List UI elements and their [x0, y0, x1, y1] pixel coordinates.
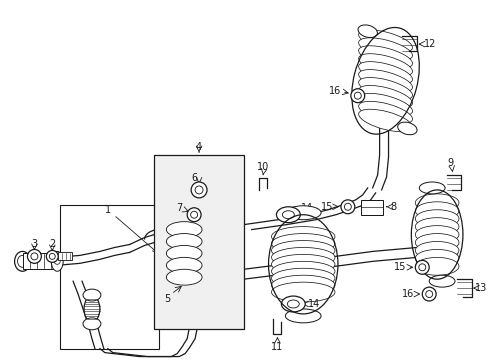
Ellipse shape — [281, 296, 305, 312]
Circle shape — [418, 264, 425, 271]
Ellipse shape — [414, 234, 458, 251]
Bar — [58, 252, 72, 260]
Ellipse shape — [397, 122, 416, 135]
Bar — [22, 253, 57, 269]
Ellipse shape — [358, 93, 412, 116]
Ellipse shape — [414, 226, 458, 243]
Ellipse shape — [271, 240, 334, 260]
Circle shape — [187, 208, 201, 222]
Circle shape — [195, 186, 203, 194]
Ellipse shape — [18, 255, 27, 267]
Ellipse shape — [358, 38, 412, 60]
Ellipse shape — [285, 309, 321, 323]
Bar — [154, 155, 243, 329]
Ellipse shape — [83, 289, 101, 301]
Text: 15: 15 — [393, 262, 406, 272]
Ellipse shape — [358, 101, 412, 124]
Ellipse shape — [166, 222, 202, 238]
Circle shape — [191, 182, 206, 198]
Circle shape — [31, 253, 38, 260]
Ellipse shape — [428, 275, 454, 287]
Ellipse shape — [285, 206, 321, 220]
Ellipse shape — [414, 202, 458, 220]
Text: 16: 16 — [401, 289, 413, 299]
Ellipse shape — [414, 249, 458, 267]
Ellipse shape — [271, 261, 334, 281]
Text: 8: 8 — [390, 202, 396, 212]
Text: 5: 5 — [164, 294, 170, 304]
Ellipse shape — [271, 227, 334, 247]
Ellipse shape — [358, 85, 412, 108]
Text: 16: 16 — [328, 86, 340, 96]
Ellipse shape — [84, 296, 100, 322]
Ellipse shape — [83, 318, 101, 330]
Ellipse shape — [15, 251, 30, 271]
Ellipse shape — [418, 182, 444, 194]
Circle shape — [49, 253, 55, 259]
Ellipse shape — [51, 251, 63, 271]
Ellipse shape — [276, 207, 300, 222]
Circle shape — [422, 287, 435, 301]
Text: 15: 15 — [320, 202, 332, 212]
Circle shape — [46, 251, 58, 262]
Ellipse shape — [414, 194, 458, 212]
Ellipse shape — [358, 62, 412, 84]
Circle shape — [425, 291, 432, 298]
Ellipse shape — [414, 257, 458, 275]
Ellipse shape — [271, 255, 334, 274]
Text: 2: 2 — [49, 239, 55, 249]
Text: 14: 14 — [307, 299, 320, 309]
Text: 1: 1 — [104, 205, 156, 252]
Text: 6: 6 — [191, 173, 197, 183]
Ellipse shape — [271, 268, 334, 288]
Ellipse shape — [166, 234, 202, 249]
Ellipse shape — [358, 46, 412, 68]
Ellipse shape — [287, 300, 299, 308]
Ellipse shape — [414, 210, 458, 228]
Ellipse shape — [358, 30, 412, 52]
Ellipse shape — [358, 109, 412, 132]
Ellipse shape — [166, 246, 202, 261]
Text: 9: 9 — [446, 158, 452, 168]
Text: 7: 7 — [176, 203, 182, 213]
Ellipse shape — [357, 25, 377, 37]
Ellipse shape — [271, 275, 334, 295]
Bar — [60, 205, 159, 348]
Bar — [360, 200, 382, 215]
Text: 10: 10 — [257, 162, 269, 172]
Circle shape — [354, 92, 361, 99]
Ellipse shape — [166, 269, 202, 285]
Circle shape — [190, 211, 197, 218]
Ellipse shape — [166, 257, 202, 273]
Circle shape — [344, 203, 350, 210]
Circle shape — [340, 200, 354, 214]
Text: 13: 13 — [474, 283, 486, 293]
Circle shape — [54, 258, 60, 264]
Ellipse shape — [358, 77, 412, 100]
Ellipse shape — [271, 234, 334, 253]
Text: 14: 14 — [301, 203, 313, 213]
Circle shape — [27, 249, 41, 263]
Circle shape — [350, 89, 364, 103]
Ellipse shape — [271, 282, 334, 302]
Ellipse shape — [358, 54, 412, 76]
Ellipse shape — [414, 242, 458, 259]
Text: 3: 3 — [31, 239, 38, 249]
Text: 12: 12 — [424, 39, 436, 49]
Circle shape — [414, 260, 428, 274]
Ellipse shape — [358, 69, 412, 92]
Ellipse shape — [271, 247, 334, 267]
Ellipse shape — [414, 218, 458, 235]
Text: 4: 4 — [196, 142, 202, 152]
Ellipse shape — [282, 211, 294, 219]
Text: 11: 11 — [271, 342, 283, 352]
